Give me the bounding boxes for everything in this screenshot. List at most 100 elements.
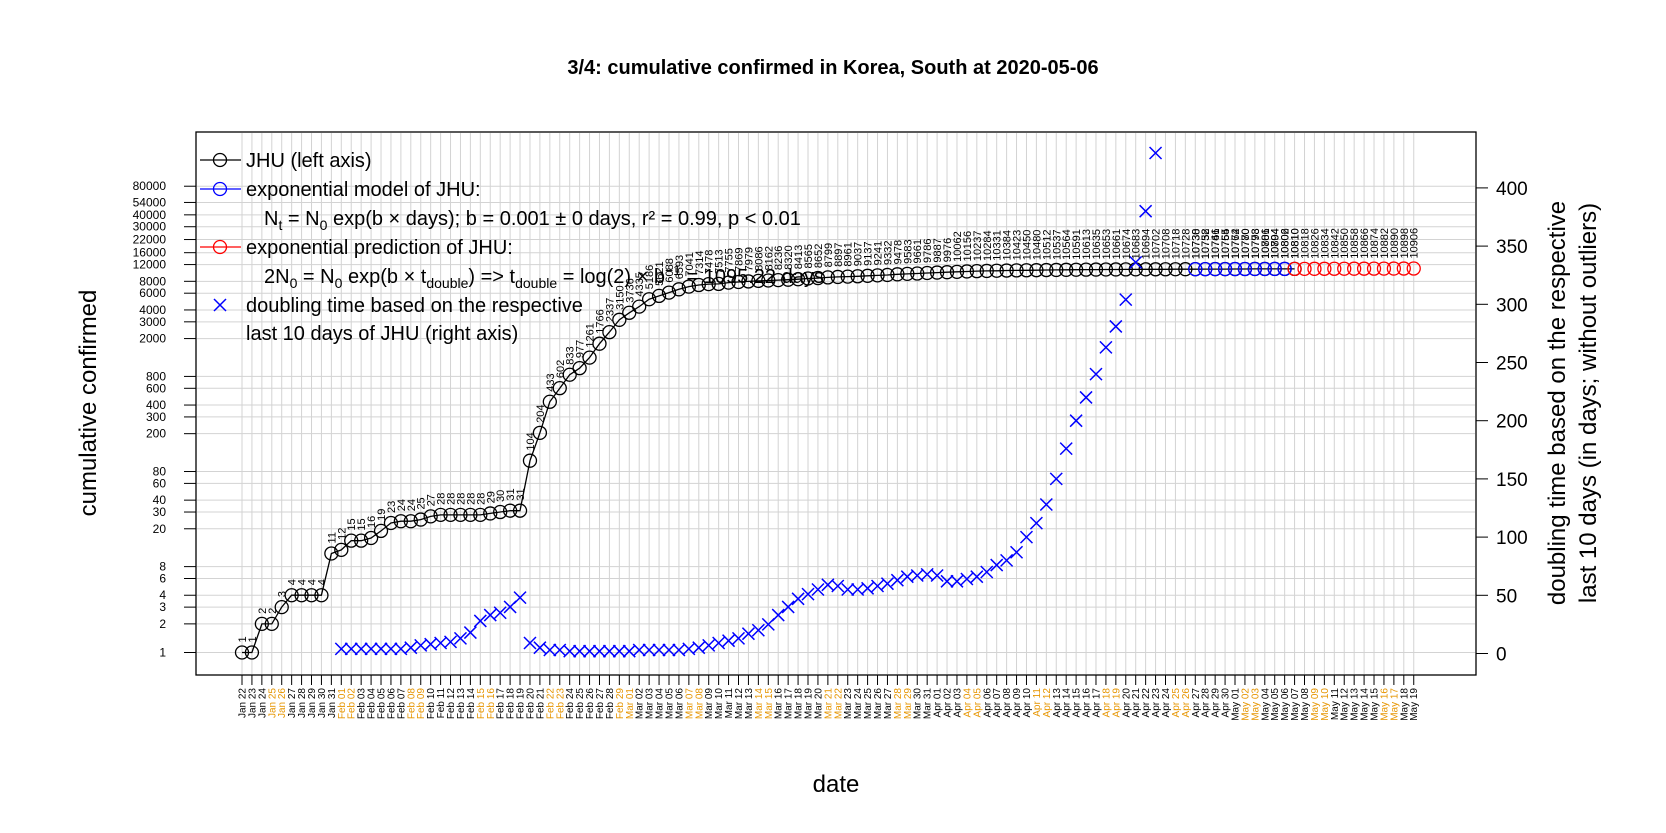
chart-title: 3/4: cumulative confirmed in Korea, Sout…: [567, 57, 1098, 79]
doubling-time-point: [1149, 146, 1163, 160]
jhu-point: [453, 507, 468, 523]
y-left-tick-label: 80: [153, 465, 167, 479]
x-axis-label: date: [813, 771, 860, 798]
jhu-point: [1168, 262, 1183, 277]
data-label: 7041: [684, 252, 696, 276]
x-tick-label: Mar 16: [774, 688, 785, 720]
data-label: 8162: [763, 246, 775, 270]
x-tick-label: Feb 15: [476, 688, 487, 720]
data-label: 10802: [1280, 228, 1292, 259]
data-label: 10156: [962, 231, 974, 262]
doubling-time-point: [1089, 367, 1103, 381]
jhu-point: [532, 425, 548, 441]
doubling-time-point: [751, 623, 765, 637]
data-label: 24: [396, 499, 408, 511]
doubling-time-point: [771, 608, 785, 622]
x-tick-label: May 02: [1240, 688, 1251, 721]
jhu-point: [989, 263, 1004, 278]
jhu-point: [443, 507, 458, 523]
data-label: 9887: [932, 238, 944, 262]
data-label: 10780: [1240, 228, 1252, 259]
data-label: 104: [525, 432, 537, 450]
y-left-tick-label: 80000: [133, 179, 167, 193]
jhu-point: [790, 272, 806, 287]
data-label: 10661: [1111, 229, 1123, 260]
legend-label-doubling-line1: doubling time based on the respective: [246, 295, 583, 317]
y-left-tick-label: 60: [153, 476, 167, 490]
data-label: 10842: [1329, 228, 1341, 259]
prediction-point: [1386, 261, 1402, 276]
y-left-tick-label: 40000: [133, 208, 167, 222]
doubling-time-point: [930, 568, 944, 583]
y-left-tick-label: 6000: [139, 286, 166, 300]
doubling-time-point: [592, 644, 607, 658]
data-label: 602: [555, 360, 567, 378]
data-label: 6088: [664, 258, 676, 282]
x-tick-label: Feb 07: [396, 688, 407, 720]
data-label: 2: [257, 608, 269, 614]
y-left-tick-label: 400: [146, 398, 166, 412]
data-label: 10890: [1389, 228, 1401, 259]
x-tick-label: Mar 24: [853, 688, 864, 720]
data-label: 8413: [793, 245, 805, 269]
jhu-point: [939, 265, 955, 280]
jhu-point: [254, 616, 270, 632]
x-tick-label: Mar 25: [863, 688, 874, 720]
y-left-tick-label: 20: [153, 522, 167, 536]
jhu-point: [314, 588, 329, 603]
data-labels: 1122344441112151516192324242527282828282…: [237, 228, 1421, 643]
jhu-point: [651, 288, 667, 304]
x-tick-label: Apr 10: [1022, 688, 1033, 718]
data-label: 9037: [853, 242, 865, 266]
data-label: 6593: [674, 255, 686, 279]
jhu-point: [562, 367, 577, 382]
data-label: 15: [356, 518, 368, 530]
data-label: 10801: [1260, 228, 1272, 259]
doubling-time-point: [483, 608, 497, 622]
model-point: [1207, 261, 1223, 277]
jhu-point: [870, 268, 885, 283]
x-tick-label: May 17: [1389, 688, 1400, 721]
jhu-point: [860, 268, 875, 283]
data-label: 10738: [1200, 229, 1212, 260]
data-label: 10770: [1240, 228, 1252, 259]
doubling-time-point: [513, 591, 527, 605]
data-label: 5621: [654, 261, 666, 285]
data-label: 3: [277, 591, 289, 597]
y-left-tick-label: 1: [159, 646, 166, 660]
jhu-point: [840, 269, 855, 284]
data-label: 8086: [753, 246, 765, 270]
doubling-time-point: [364, 642, 378, 656]
data-label: 10882: [1379, 228, 1391, 259]
jhu-point: [761, 273, 776, 288]
jhu-point: [711, 276, 726, 292]
y-left-tick-label: 16000: [133, 246, 167, 260]
data-label: 10778: [1250, 228, 1262, 259]
y-left-tick-label: 40: [153, 493, 167, 507]
x-tick-label: Feb 26: [585, 688, 596, 720]
doubling-time-point: [702, 638, 716, 652]
x-tick-label: Feb 04: [367, 688, 378, 720]
y-left-tick-label: 3: [159, 600, 166, 614]
model-point: [1217, 261, 1233, 277]
jhu-point: [413, 512, 428, 527]
jhu-point: [691, 277, 706, 293]
doubling-time-point: [344, 642, 358, 656]
data-label: 8897: [833, 242, 845, 266]
data-label: 10480: [1031, 230, 1043, 261]
jhu-point: [1019, 263, 1034, 278]
x-tick-label: Mar 29: [903, 688, 914, 720]
x-tick-label: Apr 02: [943, 688, 954, 718]
jhu-point: [741, 274, 756, 289]
y-right-tick-label: 300: [1496, 295, 1528, 316]
x-tick-label: Apr 16: [1082, 688, 1093, 718]
model-point: [1227, 261, 1243, 277]
x-tick-label: Mar 15: [764, 688, 775, 720]
jhu-point: [1108, 262, 1123, 277]
x-tick-label: Feb 27: [595, 688, 606, 720]
data-label: 9478: [892, 240, 904, 264]
data-label: 10450: [1021, 230, 1033, 261]
x-tick-label: Feb 29: [615, 688, 626, 720]
prediction-point: [1307, 261, 1322, 276]
x-tick-label: May 16: [1379, 688, 1390, 721]
